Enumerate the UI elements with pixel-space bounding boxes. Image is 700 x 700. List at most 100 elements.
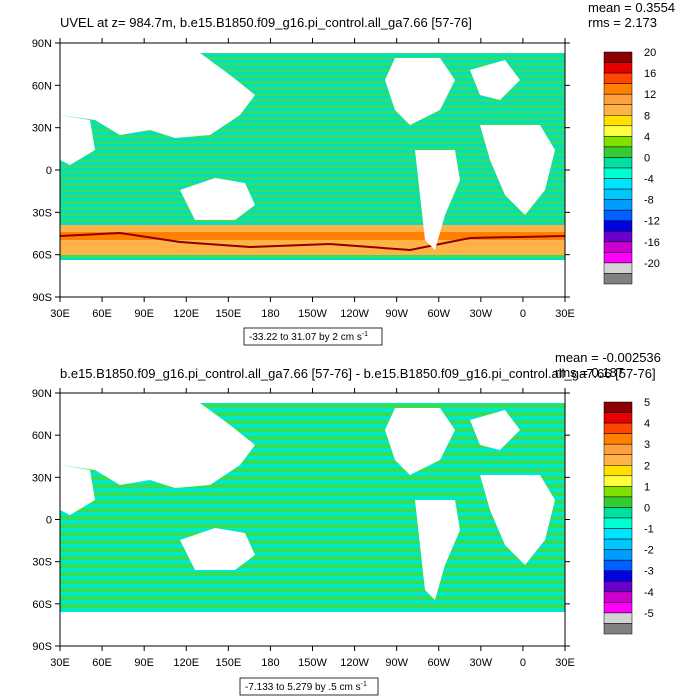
lat-tick-label: 30S: [32, 207, 52, 219]
colorbar-label: 20: [644, 47, 656, 59]
colorbar-label: 8: [644, 110, 650, 122]
colorbar-swatch: [603, 104, 633, 116]
panel2-south-america: [415, 500, 460, 600]
colorbar-swatch: [603, 623, 633, 635]
colorbar-label: -1: [644, 524, 654, 536]
lon-tick-label: 30E: [50, 657, 70, 669]
colorbar-label: 2: [644, 460, 650, 472]
colorbar-swatch: [603, 454, 633, 466]
colorbar-swatch: [603, 412, 633, 424]
lon-tick-label: 90E: [134, 657, 154, 669]
panel2-india: [60, 465, 95, 515]
lon-tick-label: 120W: [340, 657, 369, 669]
panel1-lat-axis: 90N 60N 30N 0 30S 60S 90S: [32, 38, 570, 304]
colorbar-label: 4: [644, 418, 650, 430]
colorbar-label: 1: [644, 481, 650, 493]
colorbar-label: -20: [644, 258, 660, 270]
colorbar-swatch: [603, 93, 633, 105]
panel-difference: b.e15.B1850.f09_g16.pi_control.all_ga7.6…: [32, 350, 661, 696]
colorbar-label: -2: [644, 545, 654, 557]
lat-tick-label: 60N: [32, 430, 52, 442]
colorbar-swatch: [603, 422, 633, 434]
panel1-arctic-land: [60, 43, 565, 53]
lon-tick-label: 60E: [92, 657, 112, 669]
panel1-india: [60, 115, 95, 165]
lon-tick-label: 150E: [215, 308, 241, 320]
panel2-asia: [60, 403, 255, 488]
panel2-land: [60, 393, 565, 646]
lon-tick-label: 90E: [134, 308, 154, 320]
colorbar-label: -3: [644, 566, 654, 578]
colorbar-label: -4: [644, 587, 654, 599]
colorbar-label: 3: [644, 439, 650, 451]
colorbar-swatch: [603, 51, 633, 63]
colorbar-swatch: [603, 199, 633, 211]
lon-tick-label: 150E: [215, 657, 241, 669]
colorbar-label: -5: [644, 608, 654, 620]
colorbar-label: 5: [644, 397, 650, 409]
panel1-australia: [180, 178, 255, 220]
panel1-acc-jet: [60, 231, 565, 252]
lat-tick-label: 90S: [32, 292, 52, 304]
colorbar-swatch: [603, 486, 633, 498]
panel1-africa: [480, 125, 555, 215]
lon-tick-label: 150W: [298, 657, 327, 669]
colorbar-swatch: [603, 538, 633, 550]
colorbar-label: 16: [644, 68, 656, 80]
lon-tick-label: 180: [261, 657, 279, 669]
colorbar-swatch: [603, 241, 633, 253]
colorbar-label: -12: [644, 216, 660, 228]
panel2-lat-axis: 90N 60N 30N 0 30S 60S 90S: [32, 388, 570, 653]
panel2-rms: rms = 0.187: [555, 365, 624, 380]
lon-tick-label: 30W: [470, 308, 493, 320]
lat-tick-label: 30N: [32, 123, 52, 135]
colorbar-swatch: [603, 401, 633, 413]
panel2-map: [60, 393, 565, 646]
lon-tick-label: 90W: [385, 657, 408, 669]
lat-tick-label: 90N: [32, 38, 52, 50]
colorbar-label: 12: [644, 89, 656, 101]
colorbar-swatch: [603, 581, 633, 593]
lon-tick-label: 120E: [173, 308, 199, 320]
lat-tick-label: 0: [46, 515, 52, 527]
panel1-greenland: [470, 60, 520, 100]
colorbar-swatch: [603, 602, 633, 614]
panel1-title: UVEL at z= 984.7m, b.e15.B1850.f09_g16.p…: [60, 15, 472, 30]
colorbar-swatch: [603, 83, 633, 95]
colorbar-swatch: [603, 157, 633, 169]
colorbar-swatch: [603, 496, 633, 508]
panel1-colorbar: 20 16 12 8 4 0 -4 -8 -12 -16 -20: [603, 47, 660, 285]
panel1-map: [60, 43, 565, 297]
colorbar-swatch: [603, 125, 633, 137]
colorbar-swatch: [603, 115, 633, 127]
lon-tick-label: 30E: [555, 308, 575, 320]
colorbar-swatch: [603, 517, 633, 529]
lat-tick-label: 90N: [32, 388, 52, 400]
panel2-greenland: [470, 410, 520, 450]
colorbar-swatch: [603, 591, 633, 603]
colorbar-swatch: [603, 62, 633, 74]
colorbar-swatch: [603, 507, 633, 519]
colorbar-swatch: [603, 570, 633, 582]
panel1-north-america: [385, 58, 455, 125]
colorbar-swatch: [603, 549, 633, 561]
lat-tick-label: 60N: [32, 80, 52, 92]
lon-tick-label: 30W: [470, 657, 493, 669]
panel1-range-box: [243, 327, 383, 346]
panel2-antarctica: [60, 612, 565, 646]
panel2-australia: [180, 528, 255, 570]
panel1-mean: mean = 0.3554: [588, 0, 675, 15]
colorbar-swatch: [603, 167, 633, 179]
colorbar-swatch: [603, 559, 633, 571]
panel-uvel: UVEL at z= 984.7m, b.e15.B1850.f09_g16.p…: [32, 0, 675, 346]
lat-tick-label: 60S: [32, 250, 52, 262]
panel2-colorbar: 5 4 3 2 1 0 -1 -2 -3 -4 -5: [603, 397, 654, 635]
lon-tick-label: 180: [261, 308, 279, 320]
colorbar-swatch: [603, 188, 633, 200]
colorbar-swatch: [603, 146, 633, 158]
colorbar-swatch: [603, 612, 633, 624]
lon-tick-label: 120W: [340, 308, 369, 320]
lon-tick-label: 150W: [298, 308, 327, 320]
colorbar-swatch: [603, 72, 633, 84]
colorbar-swatch: [603, 252, 633, 264]
